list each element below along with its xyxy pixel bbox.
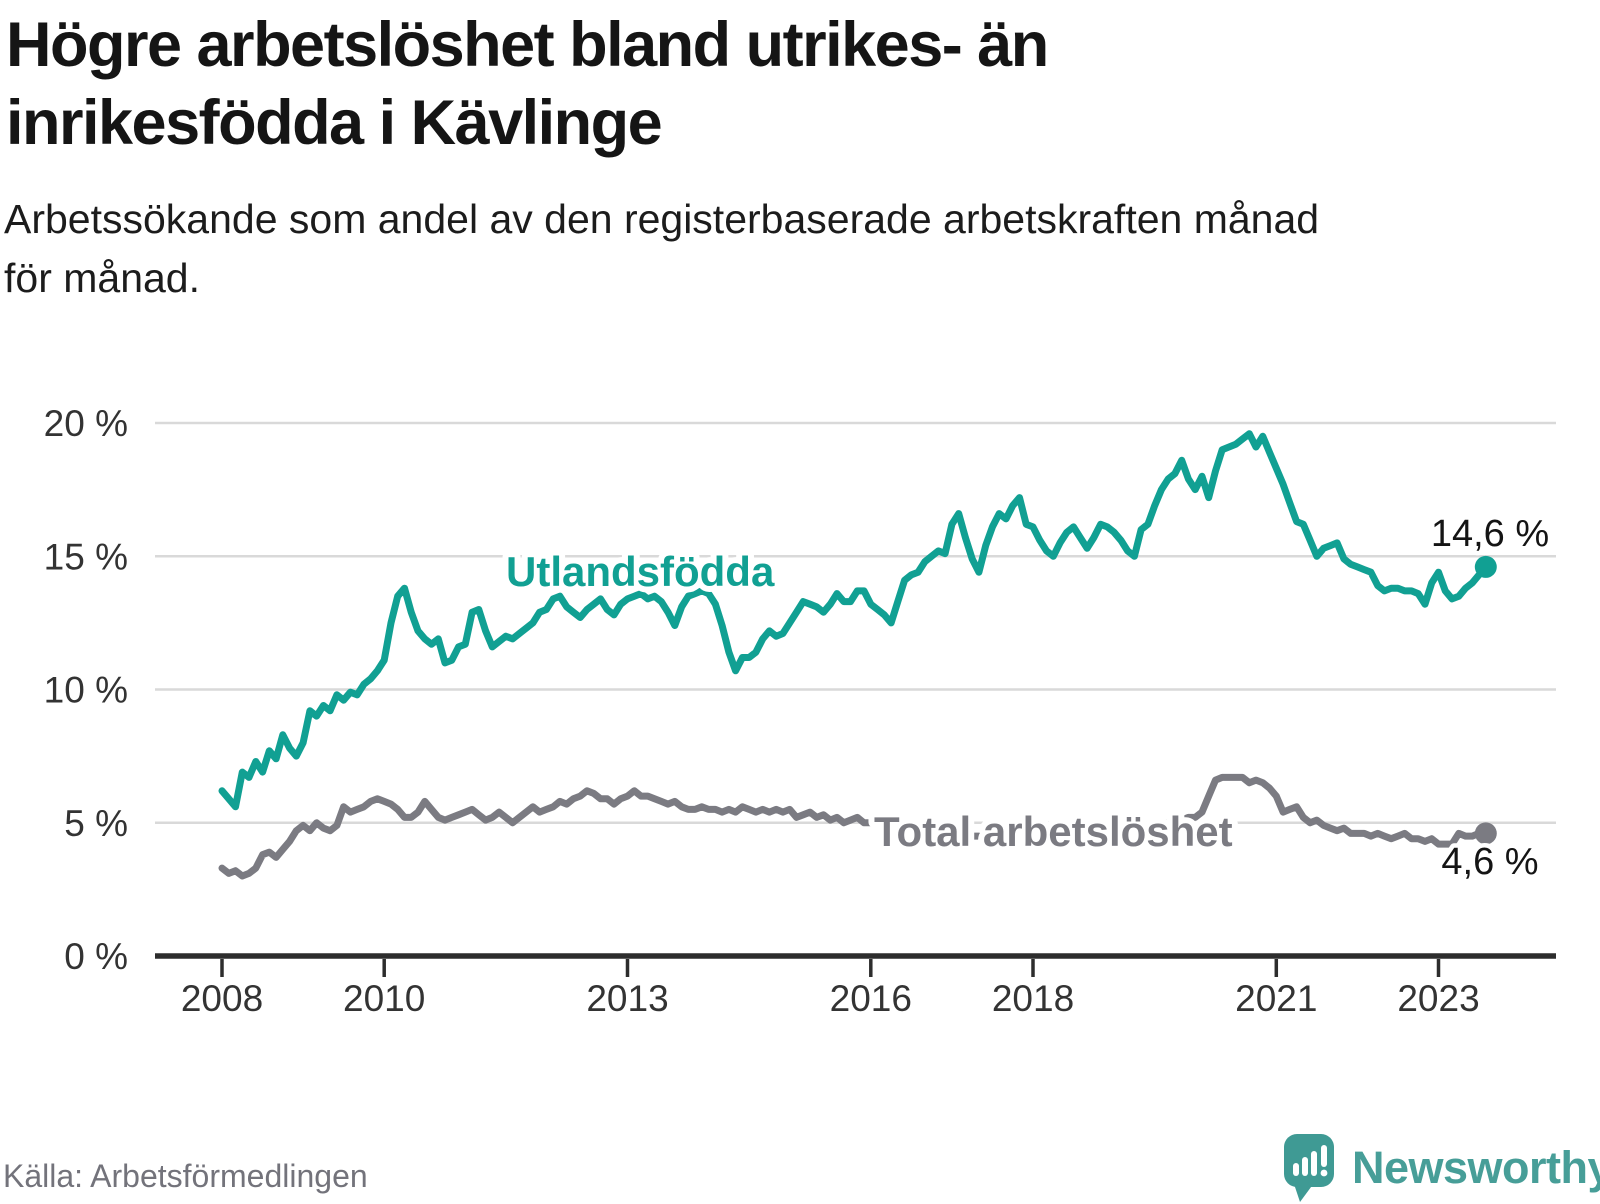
series-label-utlandsfodda: Utlandsfödda bbox=[506, 548, 775, 595]
x-axis-label: 2016 bbox=[830, 978, 912, 1019]
newsworthy-logo-icon bbox=[1284, 1134, 1334, 1202]
y-axis-label: 0 % bbox=[64, 936, 128, 977]
chart-subtitle-line1: Arbetssökande som andel av den registerb… bbox=[4, 196, 1320, 242]
series-line-total bbox=[218, 773, 1490, 880]
axis-layer: 0 % 5 % 10 % 15 % 20 % 2008 2010 2013 2016 2018 20… bbox=[44, 403, 1556, 1019]
series-layer bbox=[218, 430, 1497, 880]
end-value-label-utlandsfodda: 14,6 % bbox=[1431, 513, 1549, 555]
series-label-total-arbetsloshet: Total arbetslöshet bbox=[874, 808, 1233, 855]
x-axis-label: 2010 bbox=[343, 978, 425, 1019]
y-axis-label: 15 % bbox=[44, 536, 128, 577]
x-axis-label: 2021 bbox=[1235, 978, 1317, 1019]
newsworthy-logo-text: Newsworthy bbox=[1352, 1142, 1600, 1193]
y-axis-label: 10 % bbox=[44, 670, 128, 711]
series-line-utlandsfodda bbox=[218, 430, 1490, 811]
chart-subtitle: Arbetssökande som andel av den registerb… bbox=[4, 190, 1564, 309]
end-value-label-total: 4,6 % bbox=[1441, 841, 1538, 883]
branding: Newsworthy bbox=[1284, 1134, 1600, 1204]
x-axis-label: 2013 bbox=[586, 978, 668, 1019]
labels-layer: Utlandsfödda Total arbetslöshet 14,6 % 4… bbox=[500, 509, 1554, 888]
x-axis-label: 2023 bbox=[1397, 978, 1479, 1019]
end-dot-total bbox=[1474, 822, 1497, 845]
y-axis-label: 5 % bbox=[64, 803, 128, 844]
chart-title: Högre arbetslöshet bland utrikes- än inr… bbox=[6, 6, 1406, 162]
chart-title-line2: inrikesfödda i Kävlinge bbox=[6, 88, 663, 159]
end-dot-utlandsfodda bbox=[1474, 555, 1497, 578]
y-axis-label: 20 % bbox=[44, 403, 128, 444]
chart-subtitle-line2: för månad. bbox=[4, 255, 200, 302]
source-note: Källa: Arbetsförmedlingen bbox=[3, 1158, 368, 1194]
chart-title-line1: Högre arbetslöshet bland utrikes- än bbox=[6, 10, 1049, 80]
x-axis-label: 2008 bbox=[181, 978, 263, 1019]
grid-layer bbox=[155, 421, 1556, 824]
x-axis-label: 2018 bbox=[992, 978, 1074, 1019]
